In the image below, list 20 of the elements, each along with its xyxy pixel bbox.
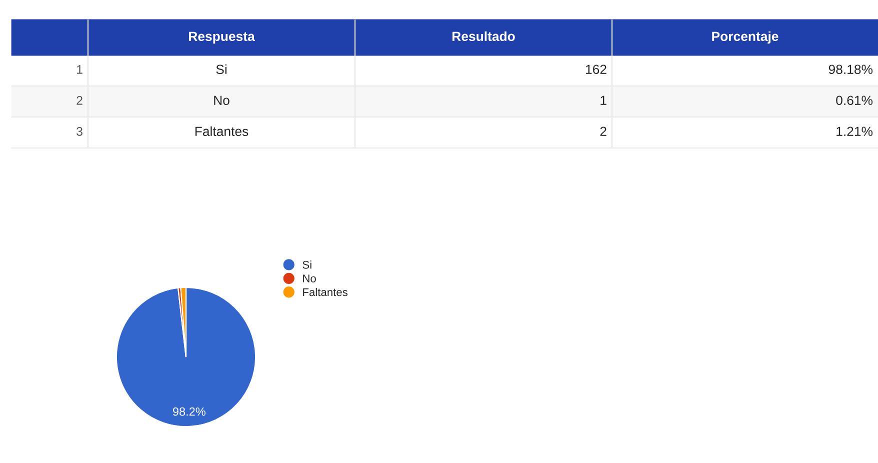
text: 3 bbox=[76, 127, 82, 136]
category-label: Si bbox=[216, 64, 226, 74]
text: Respuesta bbox=[189, 32, 255, 44]
category-label: Faltantes bbox=[195, 126, 248, 136]
text: 2 bbox=[600, 126, 606, 136]
category-label: No bbox=[214, 96, 230, 106]
text: 1.21% bbox=[836, 126, 873, 136]
text: 1 bbox=[600, 96, 606, 105]
text: 98.18% bbox=[828, 64, 873, 74]
text: 1 bbox=[77, 65, 82, 74]
data-label: 98.2% bbox=[173, 407, 206, 416]
text: 162 bbox=[586, 64, 606, 74]
text: 0.61% bbox=[836, 96, 873, 106]
legend-label: No bbox=[303, 274, 316, 282]
legend-label: Faltantes bbox=[303, 288, 348, 296]
pie-slice bbox=[116, 286, 256, 428]
text: Porcentaje bbox=[712, 31, 778, 44]
legend-label: Si bbox=[302, 260, 312, 269]
text: Resultado bbox=[452, 31, 515, 42]
text: 2 bbox=[76, 96, 82, 105]
